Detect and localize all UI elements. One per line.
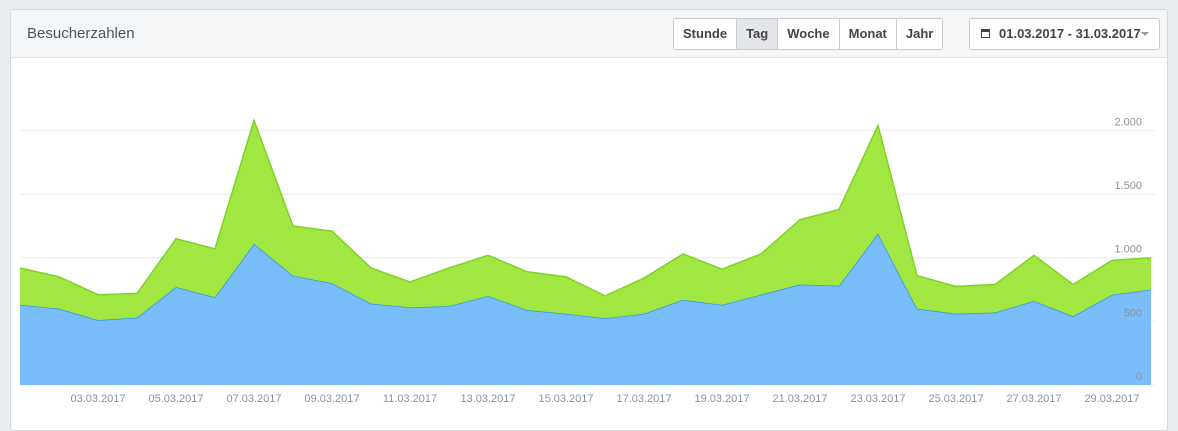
x-tick-label: 23.03.2017 xyxy=(850,393,905,405)
area xyxy=(20,120,1151,321)
y-tick-label: 0 xyxy=(1136,371,1142,383)
area-line xyxy=(19,118,1152,297)
x-tick-label: 27.03.2017 xyxy=(1006,393,1061,405)
calendar-icon xyxy=(981,29,990,38)
x-tick-label: 11.03.2017 xyxy=(383,393,437,405)
range-button[interactable]: Jahr xyxy=(895,18,944,50)
caret xyxy=(1141,32,1149,36)
date-picker[interactable]: 01.03.2017 - 31.03.2017 xyxy=(969,18,1160,50)
range-buttons: Stunde Tag Woche Monat Jahr xyxy=(673,18,944,50)
chart: 0 500 1.000 1.500 2.000 03.03.2017 05.03.2017 0… xyxy=(19,117,1155,405)
range-button[interactable]: Stunde xyxy=(673,18,738,50)
x-tick-label: 25.03.2017 xyxy=(928,393,983,405)
area xyxy=(20,233,1151,385)
x-tick-label: 03.03.2017 xyxy=(70,393,125,405)
x-tick-label: 29.03.2017 xyxy=(1084,393,1139,405)
page: Besucherzahlen Stunde Tag Woche Monat Jahr 0… xyxy=(10,9,1168,431)
y-tick-label: 2.000 xyxy=(1114,117,1142,129)
date-range: 01.03.2017 - 31.03.2017 xyxy=(999,26,1141,41)
panel-header: Besucherzahlen Stunde Tag Woche Monat Jahr 0… xyxy=(11,10,1167,58)
x-tick-label: 13.03.2017 xyxy=(460,393,515,405)
x-tick-label: 07.03.2017 xyxy=(226,393,281,405)
x-tick-label: 17.03.2017 xyxy=(616,393,671,405)
range-button[interactable]: Tag xyxy=(736,18,779,50)
panel-title: Besucherzahlen xyxy=(27,25,135,42)
x-tick-label: 19.03.2017 xyxy=(694,393,749,405)
range-button[interactable]: Woche xyxy=(777,18,840,50)
x-tick-label: 09.03.2017 xyxy=(304,393,359,405)
x-tick-label: 15.03.2017 xyxy=(538,393,593,405)
y-tick-label: 500 xyxy=(1124,307,1142,319)
x-tick-label: 21.03.2017 xyxy=(772,393,827,405)
y-tick-label: 1.000 xyxy=(1114,244,1142,256)
x-tick-label: 05.03.2017 xyxy=(148,393,203,405)
y-tick-label: 1.500 xyxy=(1114,180,1142,192)
range-button[interactable]: Monat xyxy=(838,18,897,50)
